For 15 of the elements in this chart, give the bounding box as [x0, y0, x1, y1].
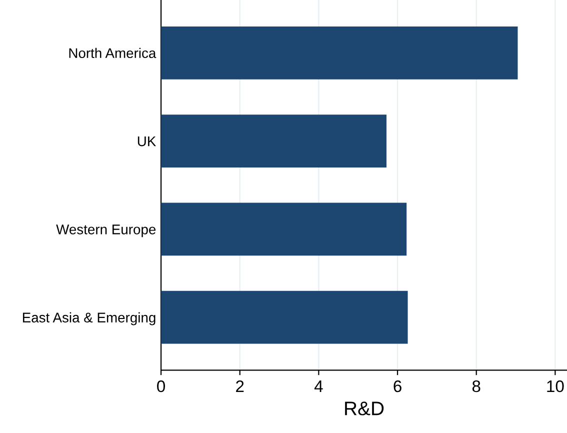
y-tick-label: Western Europe — [56, 224, 156, 238]
bar — [161, 26, 518, 80]
x-tick-label: 10 — [547, 380, 564, 392]
y-tick-label: UK — [138, 136, 156, 146]
x-tick-label: 2 — [236, 380, 244, 392]
bar — [161, 114, 386, 168]
x-tick-label: 0 — [157, 380, 166, 392]
x-axis-title: R&D — [345, 402, 384, 416]
bar — [161, 202, 407, 256]
bar — [161, 290, 408, 344]
x-tick-label: 6 — [394, 380, 402, 392]
x-tick-label: 8 — [472, 380, 480, 392]
y-tick-label: East Asia & Emerging — [22, 312, 156, 326]
y-tick-label: North America — [69, 48, 156, 58]
x-tick-label: 4 — [314, 380, 323, 392]
